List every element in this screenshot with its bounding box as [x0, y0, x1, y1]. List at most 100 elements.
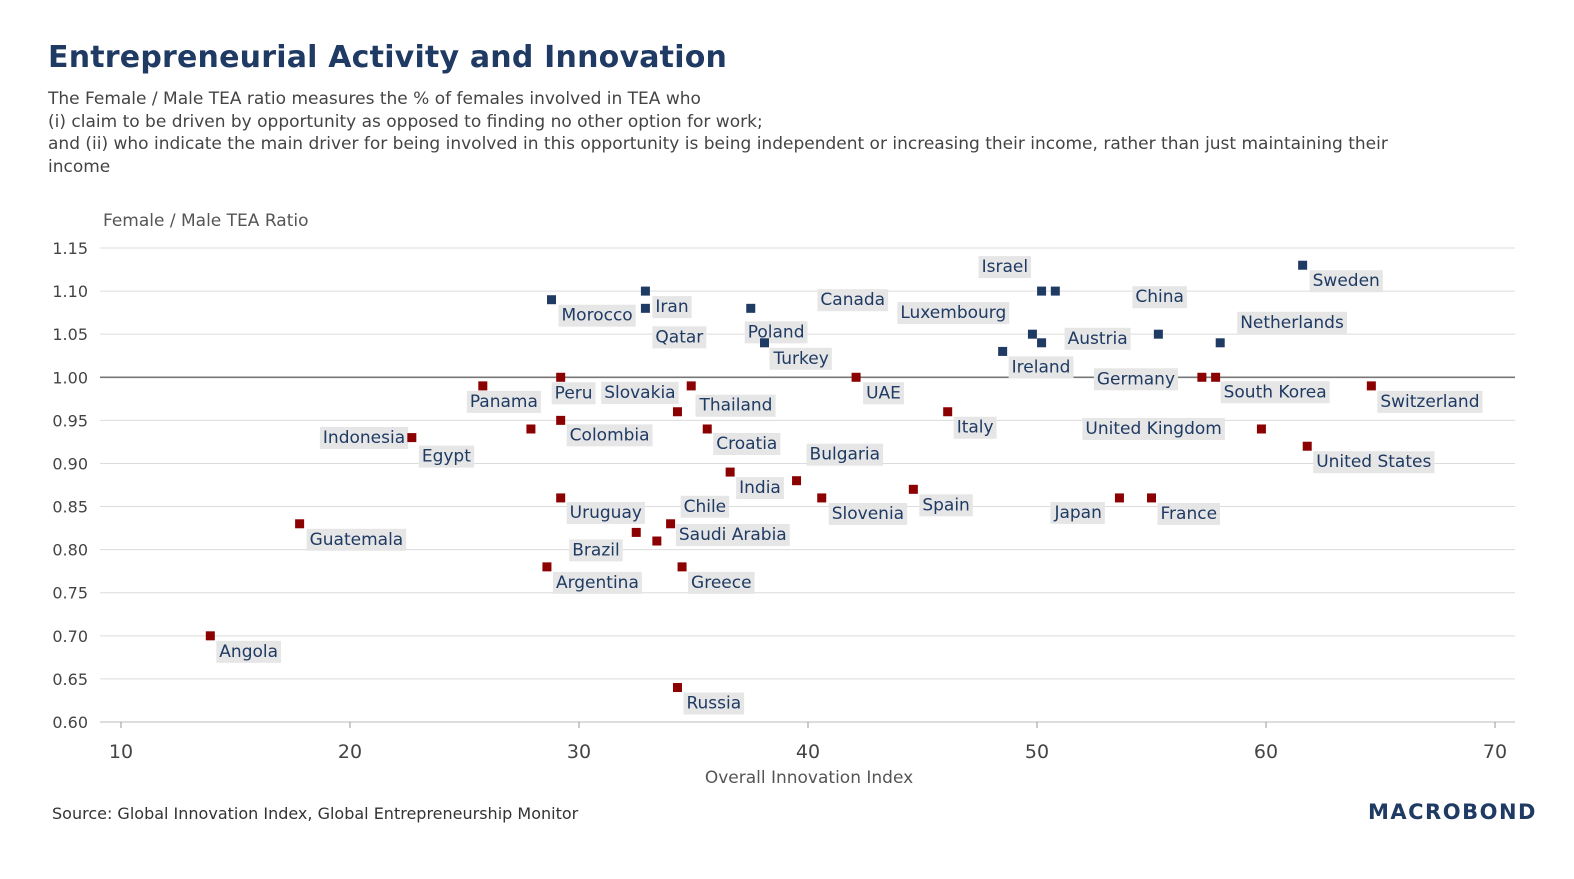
point-label-text: Uruguay	[570, 503, 642, 523]
point-label-text: Colombia	[570, 425, 650, 445]
point-label-bg	[1050, 501, 1105, 524]
data-point-japan	[1114, 493, 1124, 503]
point-label-bg	[978, 256, 1032, 279]
point-label-bg	[1082, 417, 1225, 440]
point-label-uae: UAE	[863, 382, 904, 405]
data-point-slovakia	[686, 381, 696, 391]
data-point-brazil	[631, 527, 641, 537]
point-label-thailand: Thailand	[695, 394, 776, 417]
data-point-united-states	[1302, 441, 1312, 451]
point-label-saudi-arabia: Saudi Arabia	[675, 524, 790, 547]
point-label-text: Angola	[219, 642, 278, 662]
point-labels: Sweden Israel Luxembourg Morocco Iran Qatar Po…	[216, 256, 1483, 715]
data-point-chile	[666, 519, 676, 529]
point-label-text: France	[1161, 504, 1218, 524]
point-label-text: Indonesia	[323, 428, 405, 448]
data-point-peru	[556, 372, 566, 382]
point-label-text: Spain	[922, 495, 970, 515]
point-label-slovakia: Slovakia	[601, 381, 679, 404]
point-label-bg	[558, 304, 636, 327]
subtitle-line-3: and (ii) who indicate the main driver fo…	[48, 134, 1388, 154]
y-tick-label: 0.75	[52, 584, 88, 603]
point-label-bg	[695, 394, 776, 417]
point-label-text: Saudi Arabia	[679, 525, 787, 545]
data-point-india	[725, 467, 735, 477]
point-label-bulgaria: Bulgaria	[806, 443, 884, 466]
point-label-ireland: Ireland	[1008, 356, 1074, 379]
point-label-united-kingdom: United Kingdom	[1082, 417, 1225, 440]
point-label-bg	[953, 416, 997, 439]
point-label-bg	[1309, 270, 1383, 293]
data-point-angola	[205, 631, 215, 641]
point-label-netherlands: Netherlands	[1237, 311, 1347, 334]
point-label-united-states: United States	[1313, 451, 1435, 474]
point-label-text: Croatia	[716, 434, 777, 454]
point-label-argentina: Argentina	[552, 571, 642, 594]
data-point-turkey	[759, 338, 769, 348]
point-label-text: Argentina	[556, 573, 639, 593]
y-tick-label: 0.60	[52, 713, 88, 732]
point-label-bg	[1064, 327, 1131, 350]
chart-title: Entrepreneurial Activity and Innovation	[48, 40, 728, 75]
point-label-spain: Spain	[919, 494, 973, 517]
point-label-poland: Poland	[744, 321, 808, 344]
data-point-luxembourg	[1050, 286, 1060, 296]
point-label-south-korea: South Korea	[1220, 381, 1330, 404]
data-point-italy	[943, 407, 953, 417]
point-label-italy: Italy	[953, 416, 997, 439]
point-label-text: Egypt	[422, 447, 471, 467]
data-point-germany	[1197, 372, 1207, 382]
point-label-germany: Germany	[1093, 368, 1179, 391]
point-label-bg	[806, 443, 884, 466]
point-label-sweden: Sweden	[1309, 270, 1383, 293]
data-point-thailand	[672, 407, 682, 417]
point-label-bg	[1313, 451, 1435, 474]
data-point-saudi-arabia	[652, 536, 662, 546]
point-label-bg	[466, 390, 541, 413]
point-label-guatemala: Guatemala	[306, 528, 407, 551]
subtitle-line-4: income	[48, 156, 111, 177]
point-label-peru: Peru	[551, 382, 596, 405]
point-label-text: Greece	[691, 573, 752, 593]
point-label-text: United States	[1316, 452, 1431, 472]
subtitle-line-2: (i) claim to be driven by opportunity as…	[48, 111, 763, 132]
point-label-greece: Greece	[688, 571, 755, 594]
point-label-bg	[652, 326, 707, 349]
x-tick-label: 70	[1483, 741, 1507, 763]
point-label-uruguay: Uruguay	[566, 501, 645, 524]
y-tick-label: 0.65	[52, 670, 88, 689]
point-label-bg	[319, 426, 409, 449]
subtitle-line-1: The Female / Male TEA ratio measures the…	[48, 89, 701, 109]
point-label-bg	[552, 571, 642, 594]
data-point-poland	[746, 303, 756, 313]
point-label-bg	[1132, 286, 1187, 309]
point-label-text: South Korea	[1224, 382, 1327, 402]
point-label-text: Qatar	[655, 327, 703, 347]
point-label-text: Slovenia	[832, 504, 904, 524]
point-label-brazil: Brazil	[569, 539, 623, 562]
point-label-bg	[919, 494, 973, 517]
data-point-united-kingdom	[1256, 424, 1266, 434]
data-point-argentina	[542, 562, 552, 572]
data-point-france	[1147, 493, 1156, 503]
data-point-morocco	[547, 295, 557, 305]
point-label-bg	[736, 477, 784, 500]
x-tick-label: 50	[1025, 741, 1049, 763]
data-point-qatar	[640, 303, 650, 313]
data-point-slovenia	[817, 493, 827, 503]
point-label-chile: Chile	[680, 495, 730, 518]
data-point-guatemala	[295, 519, 305, 529]
point-label-bg	[713, 432, 781, 455]
point-label-text: Guatemala	[310, 530, 404, 550]
point-label-text: United Kingdom	[1085, 419, 1221, 439]
point-label-text: Slovakia	[604, 383, 675, 403]
point-label-bg	[1237, 311, 1347, 334]
point-label-text: Chile	[684, 497, 727, 517]
point-label-china: China	[1132, 286, 1187, 309]
point-label-bg	[1220, 381, 1330, 404]
x-tick-label: 10	[109, 741, 133, 763]
point-label-text: Poland	[748, 322, 805, 342]
point-label-bg	[652, 296, 692, 319]
data-point-croatia	[702, 424, 712, 434]
point-label-bg	[306, 528, 407, 551]
